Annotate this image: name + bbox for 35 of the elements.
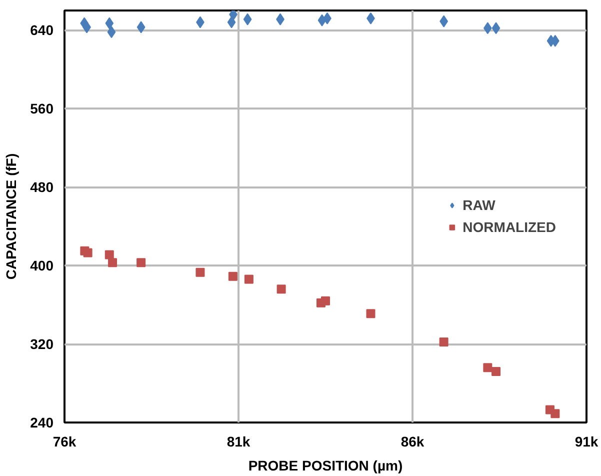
point: [227, 16, 236, 28]
point: [483, 363, 492, 372]
point: [196, 268, 205, 277]
point: [492, 366, 501, 376]
point: [108, 258, 118, 268]
point: [229, 10, 238, 20]
x-tick-label: 76k: [52, 434, 76, 450]
point: [244, 274, 254, 284]
point: [243, 13, 252, 26]
point: [83, 248, 92, 258]
point: [321, 296, 330, 306]
point: [107, 26, 116, 38]
x-tick-label: 86k: [400, 434, 424, 450]
x-axis-title: PROBE POSITION (µm): [248, 458, 403, 474]
point: [228, 272, 238, 281]
point: [136, 21, 146, 34]
point: [439, 338, 448, 347]
point: [550, 409, 560, 418]
x-tick-label: 91k: [574, 434, 598, 450]
point: [105, 17, 114, 30]
x-tick-label: 81k: [226, 434, 250, 450]
y-tick-label: 400: [30, 258, 54, 274]
y-axis-title: CAPACITANCE (fF): [3, 153, 20, 280]
y-tick-label: 240: [30, 414, 54, 430]
point: [366, 309, 376, 318]
y-tick-label: 480: [30, 179, 54, 196]
legend-label: RAW: [462, 197, 496, 213]
point: [104, 250, 114, 260]
y-tick-label: 560: [30, 100, 54, 117]
y-tick-label: 640: [30, 22, 54, 38]
point: [136, 258, 146, 268]
point: [492, 22, 500, 34]
point: [276, 284, 286, 294]
legend-label: NORMALIZED: [462, 219, 556, 235]
y-tick-label: 320: [30, 336, 54, 352]
